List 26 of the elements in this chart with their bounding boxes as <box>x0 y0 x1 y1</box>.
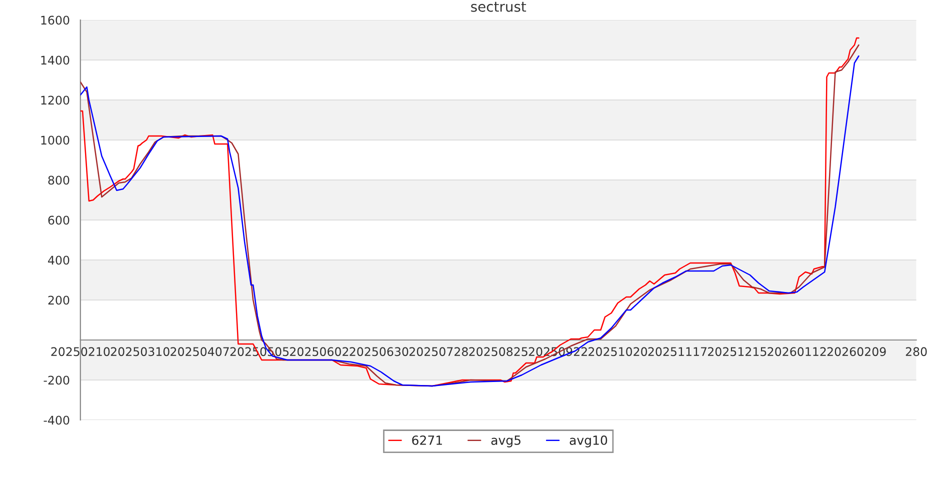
chart-title: sectrust <box>471 2 526 12</box>
x-tick-label: 20250825 <box>469 347 528 356</box>
x-tick-label: 20260112 <box>768 347 826 356</box>
y-tick-label: 1400 <box>41 56 70 65</box>
x-tick-label: 20250728 <box>409 347 468 356</box>
x-tick-label: 20250310 <box>110 347 170 356</box>
x-tick-label: 20260209 <box>827 347 886 356</box>
y-tick-label: 1600 <box>41 16 70 25</box>
y-tick-label: 200 <box>48 296 70 305</box>
legend-label: avg10 <box>570 435 608 448</box>
y-tick-label: 1200 <box>41 96 70 105</box>
x-tick-label: 20250602 <box>290 347 348 356</box>
legend-label: 6271 <box>412 435 442 445</box>
y-tick-label: 600 <box>48 216 70 225</box>
x-tick-label: 20251020 <box>588 347 648 356</box>
x-tick-label: 20250407 <box>170 347 229 356</box>
y-tick-label: 1000 <box>41 136 70 145</box>
x-tick-label: 20251215 <box>708 347 766 356</box>
y-tick-label: -400 <box>44 416 70 425</box>
x-tick-label: 20250630 <box>350 347 408 356</box>
y-tick-label: -200 <box>44 376 70 385</box>
y-tick-label: 800 <box>48 176 70 185</box>
x-tick-label: 280 <box>906 347 927 356</box>
x-tick-label: 20251117 <box>648 347 707 356</box>
legend-label: avg5 <box>491 436 520 448</box>
y-tick-label: 400 <box>48 256 70 265</box>
